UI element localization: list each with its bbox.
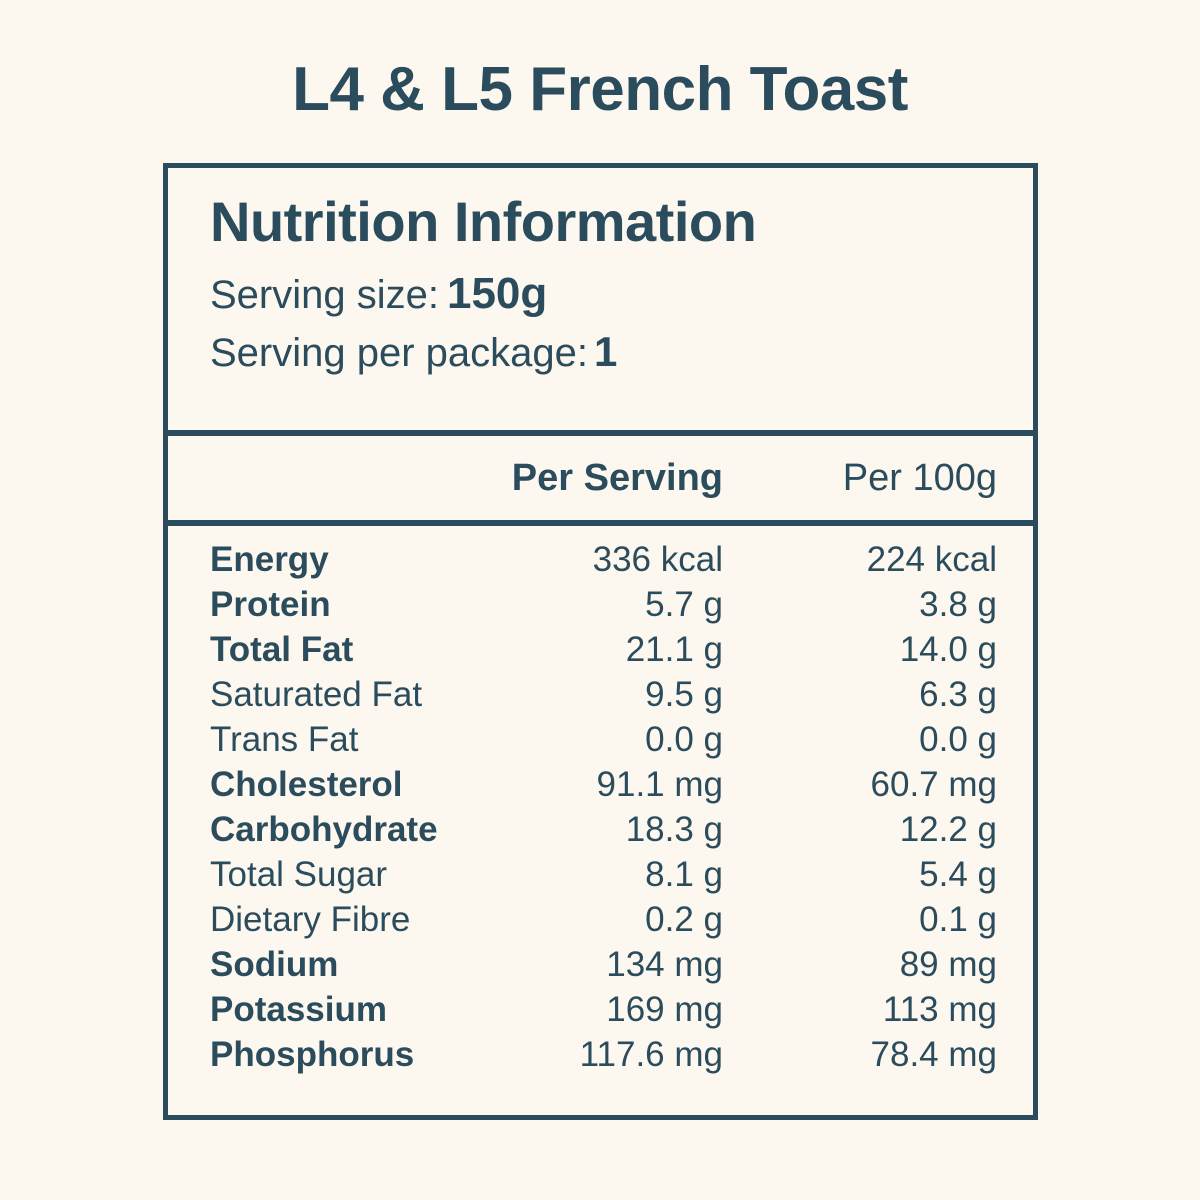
nutrient-per-serving: 0.0 g (645, 720, 723, 759)
nutrient-per-100g: 89 mg (899, 945, 997, 984)
column-header-per-100g: Per 100g (842, 456, 997, 499)
nutrient-per-serving: 91.1 mg (596, 765, 723, 804)
nutrient-per-serving: 9.5 g (645, 675, 723, 714)
nutrient-name: Carbohydrate (210, 810, 438, 849)
table-row: Total Fat 21.1 g 14.0 g (210, 630, 997, 675)
servings-per-package-value: 1 (594, 327, 618, 375)
table-row: Total Sugar 8.1 g 5.4 g (210, 855, 997, 900)
serving-information-block: Nutrition Information Serving size: 150g … (168, 168, 1033, 436)
nutrition-information-heading: Nutrition Information (210, 190, 757, 253)
nutrient-per-serving: 336 kcal (592, 540, 723, 579)
nutrient-per-serving: 8.1 g (645, 855, 723, 894)
nutrient-name: Total Fat (210, 630, 354, 669)
nutrient-per-100g: 113 mg (882, 990, 997, 1029)
nutrient-per-100g: 5.4 g (919, 855, 997, 894)
nutrient-name: Sodium (210, 945, 339, 984)
nutrient-per-100g: 0.1 g (919, 900, 997, 939)
nutrient-per-serving: 0.2 g (645, 900, 723, 939)
nutrient-per-100g: 60.7 mg (870, 765, 997, 804)
nutrient-per-serving: 18.3 g (625, 810, 723, 849)
table-row: Saturated Fat 9.5 g 6.3 g (210, 675, 997, 720)
table-row: Trans Fat 0.0 g 0.0 g (210, 720, 997, 765)
nutrient-per-serving: 5.7 g (645, 585, 723, 624)
table-row: Potassium 169 mg 113 mg (210, 990, 997, 1035)
column-header-per-serving: Per Serving (511, 456, 723, 499)
table-row: Dietary Fibre 0.2 g 0.1 g (210, 900, 997, 945)
serving-size-label: Serving size: (210, 273, 439, 318)
table-row: Protein 5.7 g 3.8 g (210, 585, 997, 630)
nutrient-per-100g: 224 kcal (866, 540, 997, 579)
nutrient-name: Total Sugar (210, 855, 388, 894)
nutrient-per-100g: 3.8 g (919, 585, 997, 624)
table-row: Sodium 134 mg 89 mg (210, 945, 997, 990)
nutrient-per-100g: 78.4 mg (870, 1035, 997, 1074)
nutrient-rows: Energy 336 kcal 224 kcal Protein 5.7 g 3… (168, 526, 1033, 1080)
nutrient-name: Saturated Fat (210, 675, 423, 714)
nutrient-per-100g: 14.0 g (899, 630, 997, 669)
nutrient-name: Trans Fat (210, 720, 359, 759)
nutrient-per-100g: 0.0 g (919, 720, 997, 759)
servings-per-package-line: Serving per package: 1 (210, 324, 1033, 381)
nutrient-name: Dietary Fibre (210, 900, 411, 939)
table-row: Energy 336 kcal 224 kcal (210, 540, 997, 585)
nutrient-per-serving: 169 mg (606, 990, 723, 1029)
page-title: L4 & L5 French Toast (292, 55, 908, 124)
table-column-header: Per Serving Per 100g (168, 436, 1033, 526)
nutrition-panel: Nutrition Information Serving size: 150g … (163, 163, 1038, 1120)
nutrient-name: Potassium (210, 990, 387, 1029)
nutrient-per-100g: 12.2 g (899, 810, 997, 849)
serving-size-line: Serving size: 150g (210, 264, 1033, 323)
table-row: Carbohydrate 18.3 g 12.2 g (210, 810, 997, 855)
nutrient-name: Cholesterol (210, 765, 403, 804)
nutrient-per-serving: 117.6 mg (579, 1035, 723, 1074)
nutrient-name: Energy (210, 540, 329, 579)
table-row: Cholesterol 91.1 mg 60.7 mg (210, 765, 997, 810)
nutrient-per-serving: 134 mg (606, 945, 723, 984)
servings-per-package-label: Serving per package: (210, 330, 589, 375)
nutrient-name: Phosphorus (210, 1035, 415, 1074)
serving-size-value: 150g (446, 269, 548, 319)
nutrient-per-100g: 6.3 g (919, 675, 997, 714)
table-row: Phosphorus 117.6 mg 78.4 mg (210, 1035, 997, 1080)
nutrient-name: Protein (210, 585, 331, 624)
nutrient-per-serving: 21.1 g (625, 630, 723, 669)
